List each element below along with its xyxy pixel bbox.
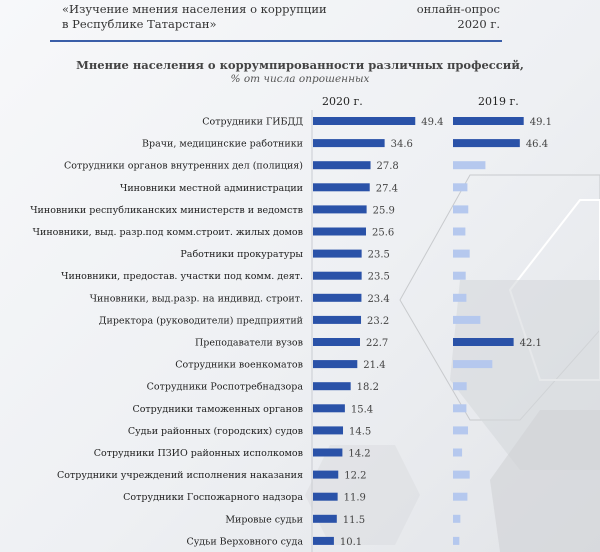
category-label: Сотрудники органов внутренних дел (полиц… — [64, 161, 303, 172]
header-divider — [50, 40, 502, 42]
value-label-2019: 46.4 — [526, 139, 548, 150]
bar-2019 — [453, 404, 467, 413]
survey-type: онлайн-опрос — [416, 2, 500, 16]
bar-2020 — [313, 227, 366, 236]
value-label-2020: 18.2 — [357, 382, 379, 393]
bar-2019 — [453, 249, 470, 258]
report-title-line2: в Республике Татарстан» — [62, 17, 217, 31]
category-label: Чиновники республиканских министерств и … — [30, 205, 303, 216]
value-label-2020: 15.4 — [351, 404, 373, 415]
bar-2019 — [453, 183, 468, 192]
chart-subtitle: % от числа опрошенных — [230, 73, 370, 85]
category-label: Директора (руководители) предприятий — [99, 315, 303, 326]
category-label: Сотрудники ПЗИО районных исполкомов — [94, 448, 303, 459]
category-label: Сотрудники военкоматов — [175, 360, 303, 371]
bar-2019 — [453, 227, 466, 236]
value-label-2020: 14.5 — [349, 426, 371, 437]
bar-2020 — [313, 360, 358, 369]
value-label-2020: 11.9 — [344, 493, 366, 504]
bar-2019 — [453, 470, 470, 479]
value-label-2020: 10.1 — [340, 537, 362, 548]
bar-2020 — [313, 382, 351, 391]
value-label-2020: 27.4 — [376, 183, 398, 194]
category-label: Судьи Верховного суда — [186, 536, 303, 547]
value-label-2020: 23.2 — [367, 316, 389, 327]
value-label-2020: 49.4 — [421, 117, 443, 128]
category-label: Сотрудники учреждений исполнения наказан… — [57, 470, 303, 481]
chart-title: Мнение населения о коррумпированности ра… — [76, 58, 524, 72]
value-label-2020: 27.8 — [377, 161, 399, 172]
value-label-2020: 11.5 — [343, 515, 365, 526]
bar-2020 — [313, 117, 416, 125]
value-label-2020: 25.9 — [373, 205, 395, 216]
bar-2019 — [453, 205, 469, 214]
category-label: Чиновники, предостав. участки под комм. … — [61, 271, 303, 282]
bar-2019 — [453, 448, 463, 457]
bar-2019 — [453, 360, 493, 369]
category-label: Сотрудники ГИБДД — [202, 117, 303, 128]
bar-2020 — [313, 536, 334, 545]
category-label: Мировые судьи — [225, 514, 303, 525]
value-label-2020: 23.5 — [368, 250, 390, 261]
value-label-2020: 23.5 — [368, 272, 390, 283]
bar-2020 — [313, 338, 360, 346]
bar-2020 — [313, 448, 343, 457]
category-label: Сотрудники Госпожарного надзора — [123, 492, 303, 503]
bar-2020 — [313, 139, 385, 148]
category-label: Чиновники местной администрации — [120, 183, 303, 194]
bar-2019 — [453, 426, 468, 435]
bar-2019 — [453, 139, 520, 148]
bar-2020 — [313, 426, 344, 435]
survey-info: онлайн-опрос 2020 г. — [417, 2, 500, 32]
bar-2019 — [453, 315, 481, 324]
bar-2020 — [313, 470, 339, 479]
category-label: Врачи, медицинские работники — [142, 139, 303, 150]
bar-2019 — [453, 117, 524, 125]
report-title: «Изучение мнения населения о коррупции в… — [62, 2, 327, 32]
category-label: Преподаватели вузов — [195, 338, 303, 349]
bar-2020 — [313, 271, 362, 280]
bar-2019 — [453, 161, 486, 170]
bar-2019 — [453, 271, 466, 280]
bar-2019 — [453, 382, 467, 391]
value-label-2020: 23.4 — [367, 294, 389, 305]
bar-2020 — [313, 514, 337, 523]
bar-2020 — [313, 492, 338, 501]
bar-2020 — [313, 404, 345, 413]
bar-2019 — [453, 293, 467, 302]
bar-2020 — [313, 315, 362, 324]
column-header-2020: 2020 г. — [322, 95, 363, 108]
survey-year: 2020 г. — [457, 17, 500, 31]
bar-2019 — [453, 492, 468, 501]
bar-2020 — [313, 293, 362, 302]
bar-2019 — [453, 514, 461, 523]
category-label: Сотрудники таможенных органов — [132, 404, 303, 415]
value-label-2020: 25.6 — [372, 228, 394, 239]
value-label-2020: 34.6 — [391, 139, 413, 150]
value-label-2020: 12.2 — [344, 471, 366, 482]
value-label-2020: 21.4 — [363, 360, 385, 371]
bar-2020 — [313, 249, 362, 258]
category-label: Чиновники, выд.разр. на индивид. строит. — [90, 293, 303, 304]
category-label: Судьи районных (городских) судов — [128, 426, 303, 437]
category-label: Работники прокуратуры — [180, 249, 303, 260]
category-label: Сотрудники Роспотребнадзора — [147, 382, 304, 393]
bar-2019 — [453, 536, 460, 545]
bar-2020 — [313, 183, 370, 192]
bar-2020 — [313, 161, 371, 170]
value-label-2020: 22.7 — [366, 338, 388, 349]
category-label: Чиновники, выд. разр.под комм.строит. жи… — [33, 227, 303, 238]
value-label-2019: 42.1 — [520, 338, 542, 349]
bar-2019 — [453, 338, 514, 346]
value-label-2020: 14.2 — [348, 449, 370, 460]
bar-2020 — [313, 205, 367, 214]
report-title-line1: «Изучение мнения населения о коррупции — [62, 2, 327, 16]
column-header-2019: 2019 г. — [478, 95, 519, 108]
value-label-2019: 49.1 — [530, 117, 552, 128]
